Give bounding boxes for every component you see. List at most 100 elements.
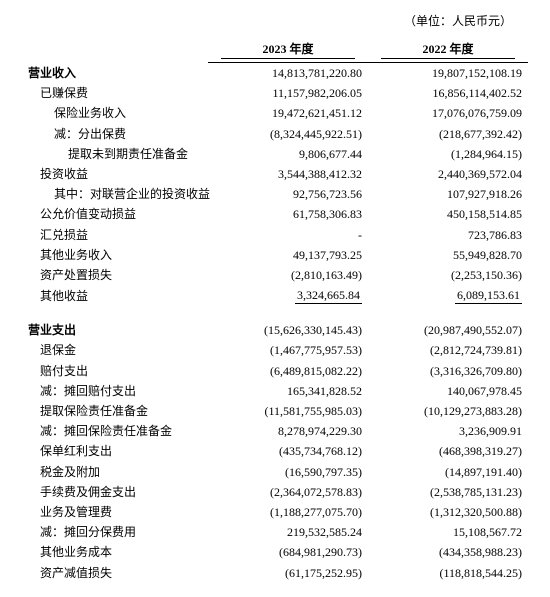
row-label: 减：分出保费 (22, 124, 208, 144)
row-label: 税金及附加 (22, 462, 208, 482)
row-value-1: (435,734,768.12) (208, 441, 368, 461)
row-value-2: 723,786.83 (368, 225, 528, 245)
row-value-2: (118,818,544.25) (368, 563, 528, 583)
row-value-1: 165,341,828.52 (208, 381, 368, 401)
row-label: 其他业务收入 (22, 245, 208, 265)
row-value-2: (3,316,326,709.80) (368, 361, 528, 381)
row-value-1: (1,467,775,957.53) (208, 340, 368, 360)
section-value-2: (20,987,490,552.07) (368, 320, 528, 340)
row-label: 赔付支出 (22, 361, 208, 381)
row-label: 退保金 (22, 340, 208, 360)
row-label: 减：摊回保险责任准备金 (22, 421, 208, 441)
row-label: 其中：对联营企业的投资收益 (22, 184, 208, 204)
row-value-2: (434,358,988.23) (368, 542, 528, 562)
financial-statement-page: （单位：人民币元） 2023 年度 2022 年度 营业收入14,813,781… (0, 0, 550, 597)
row-value-1: (16,590,797.35) (208, 462, 368, 482)
row-value-2: 2,440,369,572.04 (368, 164, 528, 184)
table-row: 退保金(1,467,775,957.53)(2,812,724,739.81) (22, 340, 528, 360)
table-row: 已赚保费11,157,982,206.0516,856,114,402.52 (22, 83, 528, 103)
row-value-1: 11,157,982,206.05 (208, 83, 368, 103)
table-row: 其他业务收入49,137,793.2555,949,828.70 (22, 245, 528, 265)
income-statement-table: 2023 年度 2022 年度 营业收入14,813,781,220.8019,… (22, 37, 528, 583)
table-row: 投资收益3,544,388,412.322,440,369,572.04 (22, 164, 528, 184)
row-value-2: 17,076,076,759.09 (368, 103, 528, 123)
section-title: 营业收入 (22, 63, 208, 84)
row-label: 保险业务收入 (22, 103, 208, 123)
row-label: 投资收益 (22, 164, 208, 184)
row-value-2: (2,812,724,739.81) (368, 340, 528, 360)
row-label: 保单红利支出 (22, 441, 208, 461)
section-title-row: 营业支出(15,626,330,145.43)(20,987,490,552.0… (22, 320, 528, 340)
row-value-1: (61,175,252.95) (208, 563, 368, 583)
row-value-2: 140,067,978.45 (368, 381, 528, 401)
section-title: 营业支出 (22, 320, 208, 340)
row-label: 公允价值变动损益 (22, 204, 208, 224)
table-row: 提取未到期责任准备金9,806,677.44(1,284,964.15) (22, 144, 528, 164)
row-label: 资产减值损失 (22, 563, 208, 583)
row-value-1: 19,472,621,451.12 (208, 103, 368, 123)
row-label: 其他收益 (22, 285, 208, 306)
row-label: 提取保险责任准备金 (22, 401, 208, 421)
table-row: 其中：对联营企业的投资收益92,756,723.56107,927,918.26 (22, 184, 528, 204)
row-value-2: (468,398,319.27) (368, 441, 528, 461)
table-row: 减：摊回分保费用219,532,585.2415,108,567.72 (22, 522, 528, 542)
row-value-1: (2,364,072,578.83) (208, 482, 368, 502)
row-value-1: (8,324,445,922.51) (208, 124, 368, 144)
row-value-2: (2,538,785,131.23) (368, 482, 528, 502)
section-title-row: 营业收入14,813,781,220.8019,807,152,108.19 (22, 63, 528, 84)
row-value-1: 92,756,723.56 (208, 184, 368, 204)
row-value-1: 3,324,665.84 (208, 285, 368, 306)
row-value-1: (11,581,755,985.03) (208, 401, 368, 421)
col-header-2023: 2023 年度 (208, 37, 368, 63)
row-value-2: (10,129,273,883.28) (368, 401, 528, 421)
table-row: 赔付支出(6,489,815,082.22)(3,316,326,709.80) (22, 361, 528, 381)
row-value-2: 450,158,514.85 (368, 204, 528, 224)
table-row: 减：摊回保险责任准备金8,278,974,229.303,236,909.91 (22, 421, 528, 441)
row-value-2: 16,856,114,402.52 (368, 83, 528, 103)
row-value-1: - (208, 225, 368, 245)
table-row: 汇兑损益-723,786.83 (22, 225, 528, 245)
unit-label: （单位：人民币元） (22, 12, 528, 29)
table-row: 手续费及佣金支出(2,364,072,578.83)(2,538,785,131… (22, 482, 528, 502)
row-value-1: 219,532,585.24 (208, 522, 368, 542)
row-value-2: (218,677,392.42) (368, 124, 528, 144)
table-row: 减：摊回赔付支出165,341,828.52140,067,978.45 (22, 381, 528, 401)
row-value-2: 6,089,153.61 (368, 285, 528, 306)
row-value-1: (6,489,815,082.22) (208, 361, 368, 381)
row-label: 资产处置损失 (22, 265, 208, 285)
row-value-2: 55,949,828.70 (368, 245, 528, 265)
row-value-1: (684,981,290.73) (208, 542, 368, 562)
table-row: 其他收益3,324,665.846,089,153.61 (22, 285, 528, 306)
row-value-1: (2,810,163.49) (208, 265, 368, 285)
table-row: 保单红利支出(435,734,768.12)(468,398,319.27) (22, 441, 528, 461)
row-label: 减：摊回赔付支出 (22, 381, 208, 401)
table-row: 税金及附加(16,590,797.35)(14,897,191.40) (22, 462, 528, 482)
row-value-1: 8,278,974,229.30 (208, 421, 368, 441)
row-value-2: 3,236,909.91 (368, 421, 528, 441)
row-value-1: 9,806,677.44 (208, 144, 368, 164)
row-value-2: (14,897,191.40) (368, 462, 528, 482)
table-row: 提取保险责任准备金(11,581,755,985.03)(10,129,273,… (22, 401, 528, 421)
row-label: 提取未到期责任准备金 (22, 144, 208, 164)
row-label: 减：摊回分保费用 (22, 522, 208, 542)
section-value-1: (15,626,330,145.43) (208, 320, 368, 340)
row-value-2: 107,927,918.26 (368, 184, 528, 204)
row-label: 手续费及佣金支出 (22, 482, 208, 502)
table-row: 资产处置损失(2,810,163.49)(2,253,150.36) (22, 265, 528, 285)
table-row: 减：分出保费(8,324,445,922.51)(218,677,392.42) (22, 124, 528, 144)
row-label: 其他业务成本 (22, 542, 208, 562)
row-value-1: 49,137,793.25 (208, 245, 368, 265)
row-value-2: (2,253,150.36) (368, 265, 528, 285)
col-header-2022: 2022 年度 (368, 37, 528, 63)
table-header-row: 2023 年度 2022 年度 (22, 37, 528, 63)
row-label: 已赚保费 (22, 83, 208, 103)
row-label: 汇兑损益 (22, 225, 208, 245)
table-row: 保险业务收入19,472,621,451.1217,076,076,759.09 (22, 103, 528, 123)
section-value-2: 19,807,152,108.19 (368, 63, 528, 84)
row-value-2: (1,284,964.15) (368, 144, 528, 164)
table-row: 公允价值变动损益61,758,306.83450,158,514.85 (22, 204, 528, 224)
row-value-1: 3,544,388,412.32 (208, 164, 368, 184)
section-value-1: 14,813,781,220.80 (208, 63, 368, 84)
table-row: 资产减值损失(61,175,252.95)(118,818,544.25) (22, 563, 528, 583)
row-value-2: 15,108,567.72 (368, 522, 528, 542)
